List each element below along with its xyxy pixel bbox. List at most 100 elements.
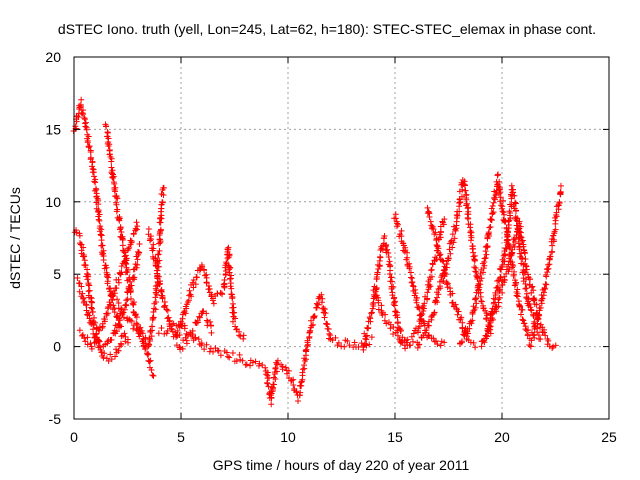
data-point (499, 289, 506, 296)
data-point (420, 308, 427, 315)
data-point (409, 278, 416, 285)
data-point (542, 272, 549, 279)
data-point (295, 397, 302, 404)
data-point (137, 324, 144, 331)
data-point (149, 372, 156, 379)
data-point (182, 310, 189, 317)
data-point (152, 299, 159, 306)
data-point (192, 281, 199, 288)
data-point (152, 306, 159, 313)
data-point (435, 291, 442, 298)
data-point (368, 334, 375, 341)
data-point (519, 237, 526, 244)
data-point (527, 343, 534, 350)
data-point (498, 263, 505, 270)
data-point (80, 244, 87, 251)
data-point (452, 301, 459, 308)
data-point (434, 299, 441, 306)
data-point (79, 290, 86, 297)
data-point (106, 151, 113, 158)
data-point (422, 329, 429, 336)
data-point (506, 208, 513, 215)
data-point (365, 324, 372, 331)
data-point (332, 334, 339, 341)
data-point (189, 279, 196, 286)
data-point (507, 212, 514, 219)
data-point (113, 201, 120, 208)
data-point (437, 234, 444, 241)
data-point (371, 283, 378, 290)
y-tick-label: -5 (49, 411, 62, 427)
data-point (123, 297, 130, 304)
data-point (262, 364, 269, 371)
data-point (391, 302, 398, 309)
data-point (497, 286, 504, 293)
data-point (375, 297, 382, 304)
data-point (184, 298, 191, 305)
data-point (174, 327, 181, 334)
data-point (209, 297, 216, 304)
data-point (252, 358, 259, 365)
data-point (481, 339, 488, 346)
data-point (137, 329, 144, 336)
data-point (556, 199, 563, 206)
data-point (115, 320, 122, 327)
data-point (505, 261, 512, 268)
data-point (113, 285, 120, 292)
data-point (531, 325, 538, 332)
data-point (157, 226, 164, 233)
data-point (101, 318, 108, 325)
data-point (111, 309, 118, 316)
data-point (534, 320, 541, 327)
data-point (439, 257, 446, 264)
data-point (296, 392, 303, 399)
data-point (431, 309, 438, 316)
data-point (89, 308, 96, 315)
data-point (392, 215, 399, 222)
data-point (404, 249, 411, 256)
data-point (194, 319, 201, 326)
data-point (497, 266, 504, 273)
data-point (529, 283, 536, 290)
data-point (490, 295, 497, 302)
data-point (495, 296, 502, 303)
data-point (108, 158, 115, 165)
data-point (147, 237, 154, 244)
data-point (403, 256, 410, 263)
data-point (382, 311, 389, 318)
data-point (113, 328, 120, 335)
data-point (119, 236, 126, 243)
data-point (519, 255, 526, 262)
data-point (92, 179, 99, 186)
data-point (82, 123, 89, 130)
data-point (306, 328, 313, 335)
data-point (420, 302, 427, 309)
data-point (313, 300, 320, 307)
data-point (483, 251, 490, 258)
data-point (465, 215, 472, 222)
data-point (285, 367, 292, 374)
data-point (90, 169, 97, 176)
data-point (515, 240, 522, 247)
data-point (428, 273, 435, 280)
data-point (77, 101, 84, 108)
data-point (514, 290, 521, 297)
data-point (256, 360, 263, 367)
data-point (217, 352, 224, 359)
data-point (270, 381, 277, 388)
data-point (531, 331, 538, 338)
data-point (189, 327, 196, 334)
data-point (520, 317, 527, 324)
data-point (511, 282, 518, 289)
data-point (122, 261, 129, 268)
data-point (164, 307, 171, 314)
data-point (489, 305, 496, 312)
data-point (156, 281, 163, 288)
data-point (131, 322, 138, 329)
data-point (394, 332, 401, 339)
data-point (403, 339, 410, 346)
data-point (410, 330, 417, 337)
data-point (456, 199, 463, 206)
data-point (541, 326, 548, 333)
data-point (96, 344, 103, 351)
